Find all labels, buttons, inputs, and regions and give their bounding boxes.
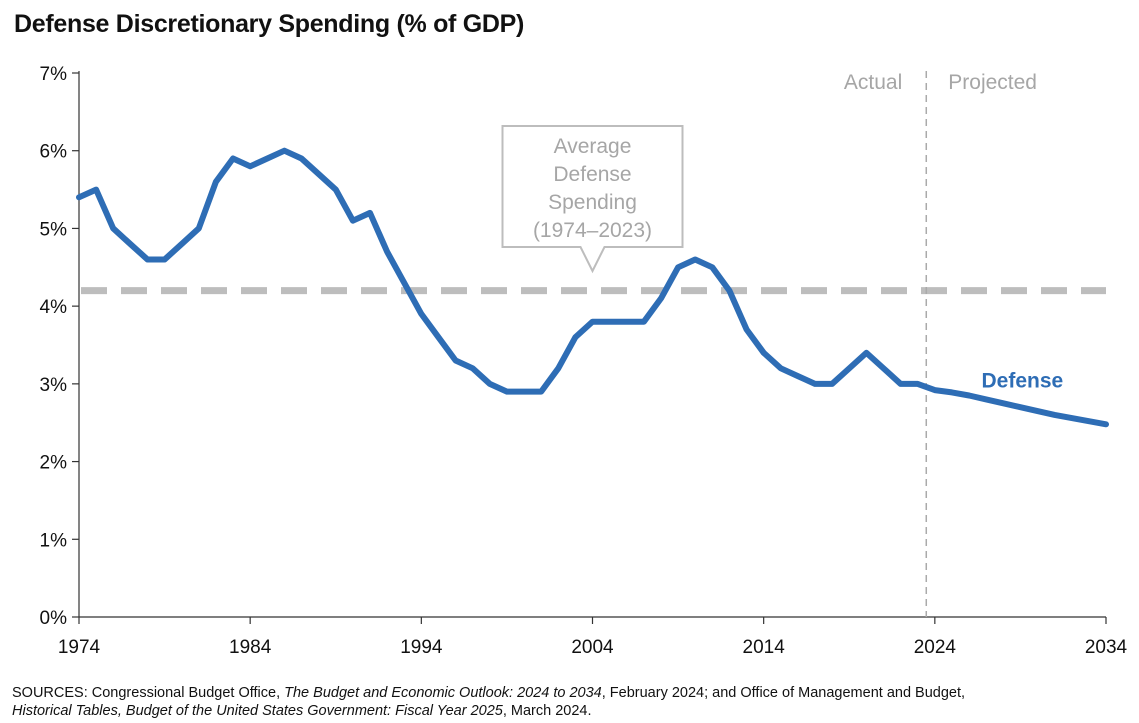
callout-line-1: Average xyxy=(554,135,632,158)
y-tick-label: 4% xyxy=(40,297,68,318)
callout-line-2: Defense xyxy=(553,163,631,186)
source-suffix: , March 2024. xyxy=(502,703,592,719)
series-line-defense xyxy=(76,147,1109,428)
x-axis-ticks: 1974 1984 1994 2004 2014 2024 2034 xyxy=(58,617,1128,658)
y-axis-ticks: 0% 1% 2% 3% 4% 5% 6% 7% xyxy=(40,64,79,629)
x-tick-label: 1994 xyxy=(400,637,443,658)
source-title-2: Historical Tables, Budget of the United … xyxy=(12,703,503,719)
chart-title: Defense Discretionary Spending (% of GDP… xyxy=(14,10,525,38)
chart-canvas: 0% 1% 2% 3% 4% 5% 6% 7% 1974 1984 1994 2004 2014 202… xyxy=(40,64,1128,658)
source-note: SOURCES: Congressional Budget Office, Th… xyxy=(12,684,1132,720)
y-tick-label: 3% xyxy=(40,375,68,396)
x-tick-label: 2004 xyxy=(571,637,614,658)
y-tick-label: 7% xyxy=(40,64,68,85)
y-tick-label: 6% xyxy=(40,142,68,163)
average-callout: Average Defense Spending (1974–2023) xyxy=(501,125,684,274)
x-tick-label: 2034 xyxy=(1085,637,1128,658)
projected-region-label: Projected xyxy=(948,71,1037,94)
y-tick-label: 1% xyxy=(40,530,68,551)
callout-line-3: Spending xyxy=(548,191,637,214)
actual-region-label: Actual xyxy=(844,71,902,94)
source-mid: , February 2024; and Office of Managemen… xyxy=(601,685,966,701)
callout-box xyxy=(501,125,684,274)
series-label-defense: Defense xyxy=(982,370,1064,393)
x-tick-label: 2024 xyxy=(914,637,957,658)
y-tick-label: 5% xyxy=(40,219,68,240)
y-tick-label: 2% xyxy=(40,453,68,474)
source-prefix: SOURCES: Congressional Budget Office, xyxy=(12,685,285,701)
callout-line-4: (1974–2023) xyxy=(533,219,652,242)
x-tick-label: 2014 xyxy=(743,637,786,658)
y-tick-label: 0% xyxy=(40,608,68,629)
source-title-1: The Budget and Economic Outlook: 2024 to… xyxy=(284,685,602,701)
x-tick-label: 1974 xyxy=(58,637,101,658)
x-tick-label: 1984 xyxy=(229,637,272,658)
